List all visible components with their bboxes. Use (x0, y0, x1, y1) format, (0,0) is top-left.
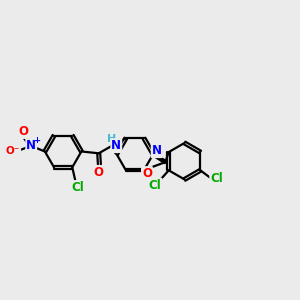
Text: N: N (111, 139, 121, 152)
Text: N: N (26, 140, 36, 152)
Text: O: O (18, 125, 28, 138)
Text: O⁻: O⁻ (6, 146, 20, 156)
Text: Cl: Cl (149, 179, 161, 192)
Text: Cl: Cl (210, 172, 223, 185)
Text: O: O (142, 167, 152, 180)
Text: Cl: Cl (71, 181, 84, 194)
Text: O: O (93, 166, 103, 179)
Text: N: N (152, 144, 162, 157)
Text: +: + (33, 136, 40, 145)
Text: H: H (107, 134, 116, 144)
